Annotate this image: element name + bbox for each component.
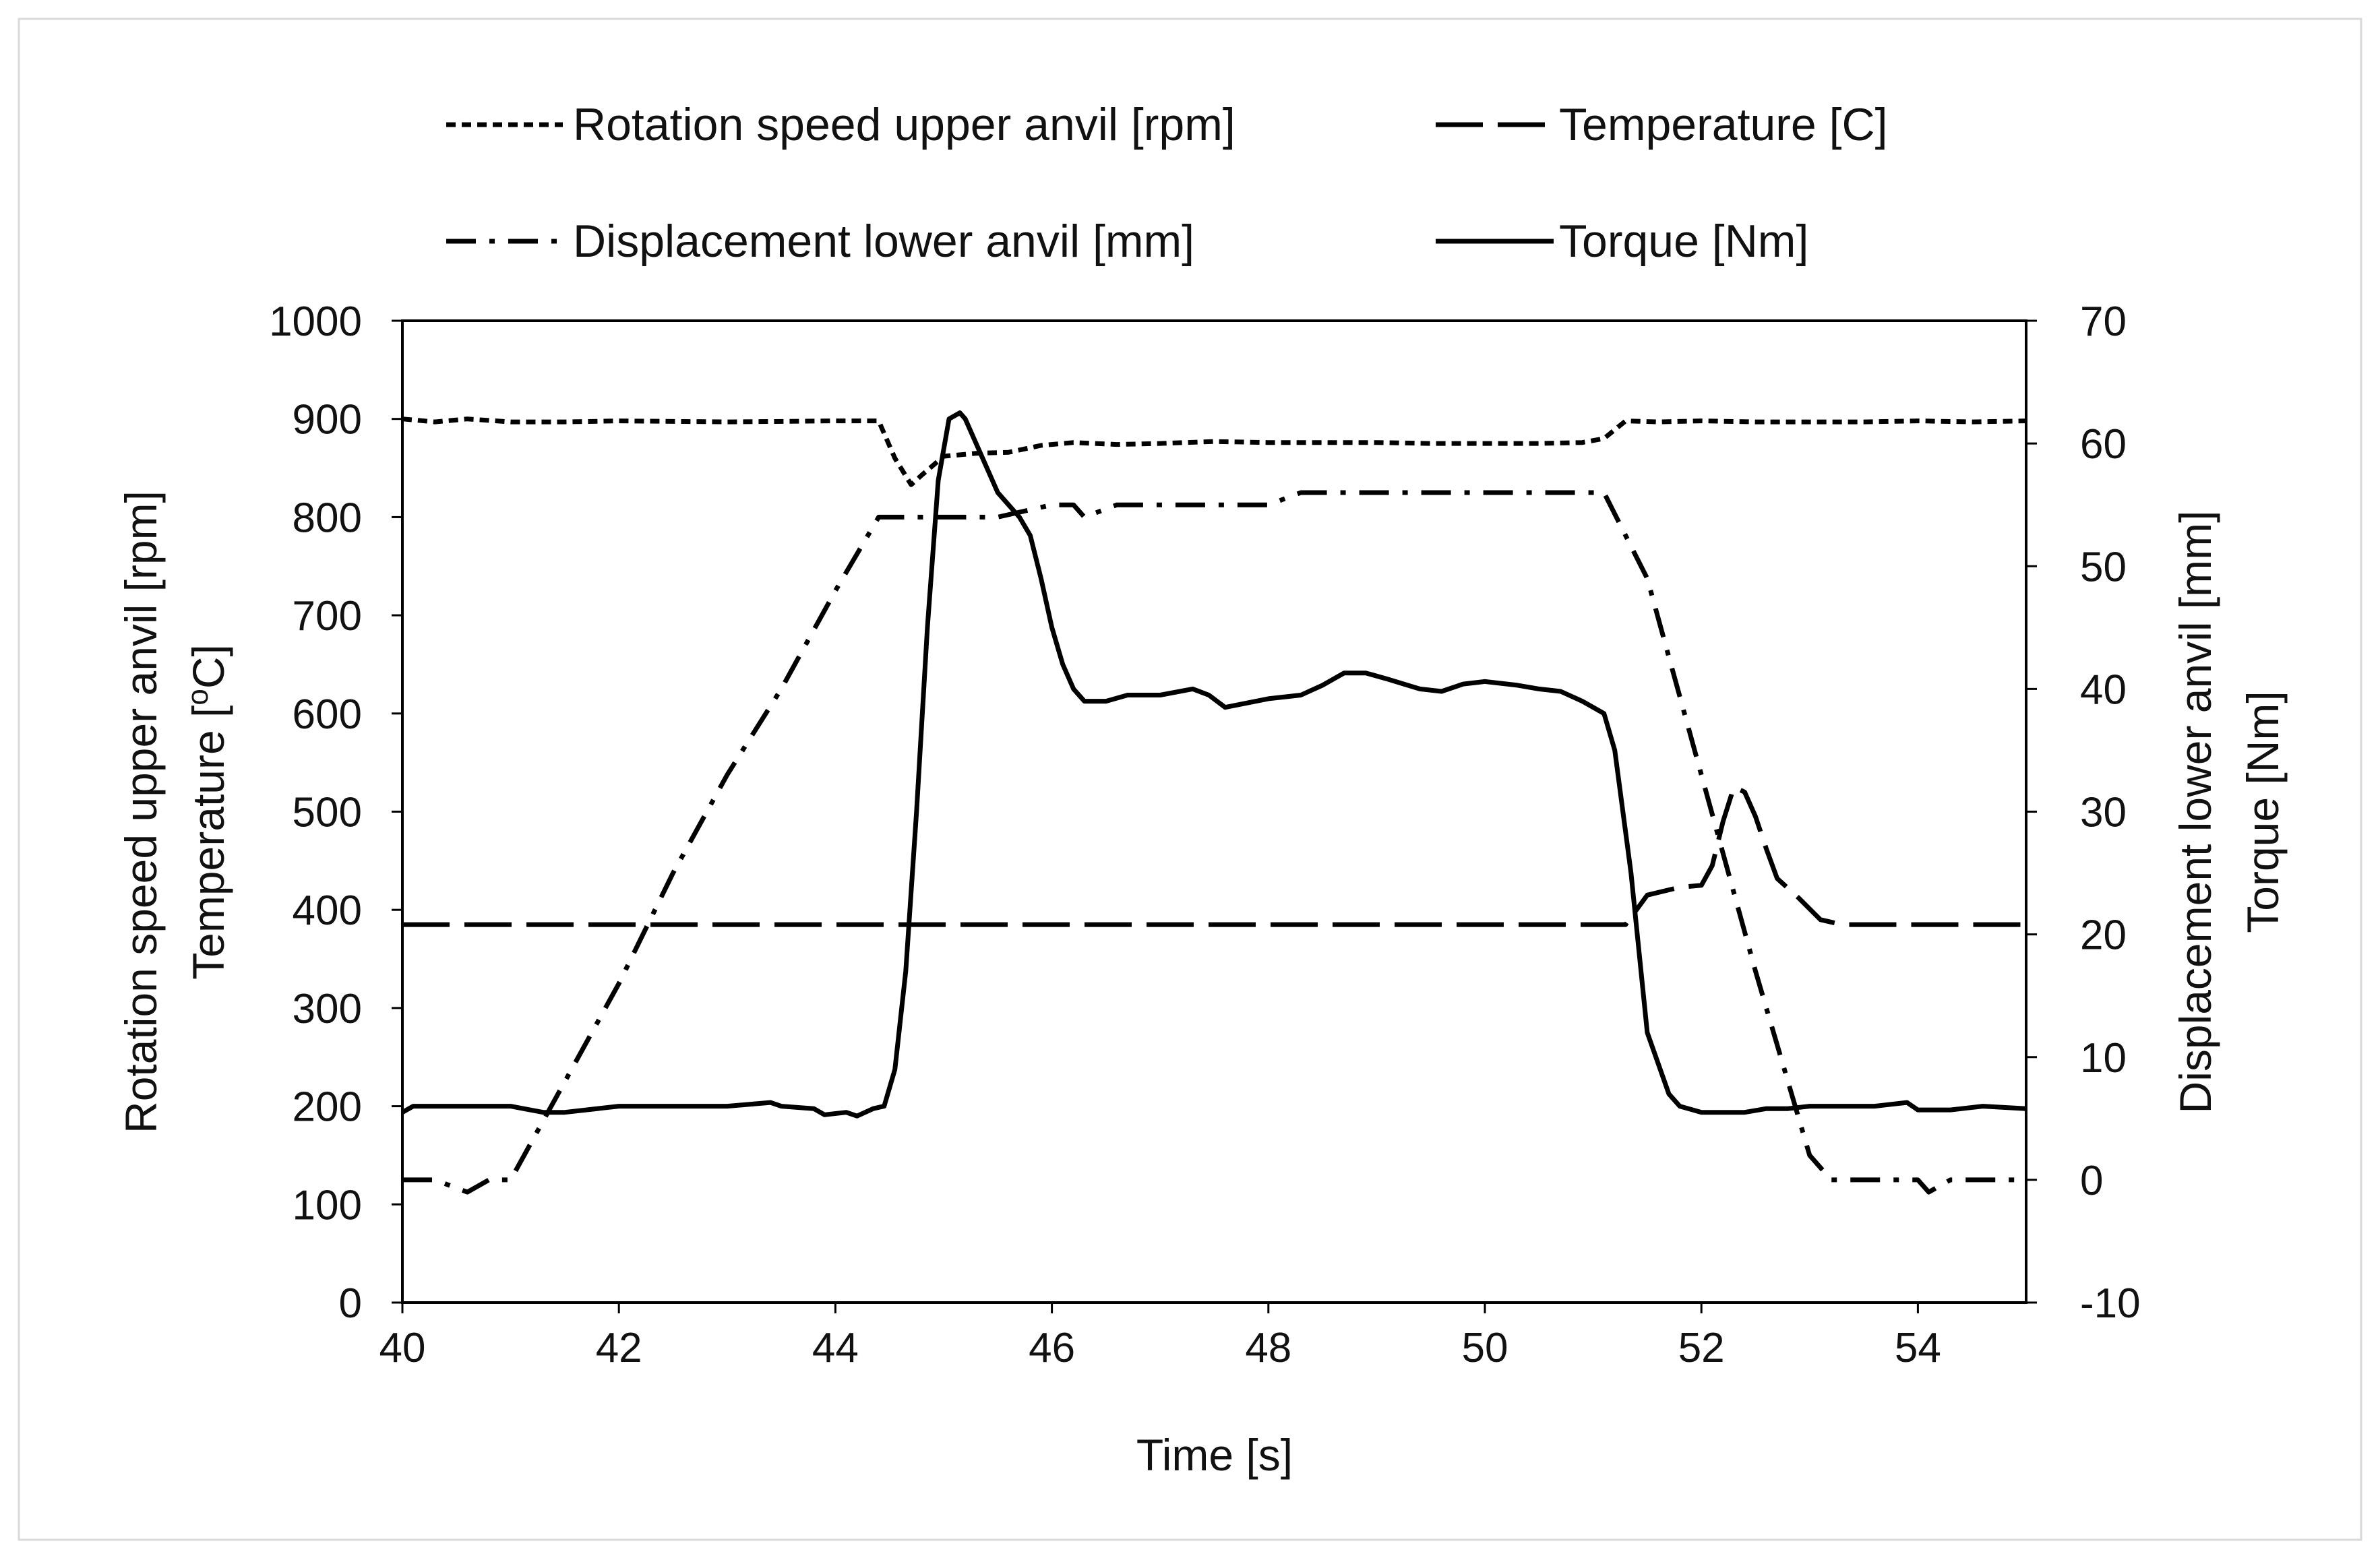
legend-label-rotation-speed: Rotation speed upper anvil [rpm] bbox=[573, 99, 1235, 150]
y-left-tick-label: 1000 bbox=[269, 299, 362, 345]
y-left-axis-title-line2: Temperature [oC] bbox=[181, 644, 234, 980]
series-line-temperature bbox=[402, 784, 2026, 927]
y-right-tick-label: 70 bbox=[2080, 299, 2127, 345]
series-line-torque bbox=[401, 410, 2027, 1119]
y-left-tick-label: 800 bbox=[293, 495, 362, 541]
x-tick-label: 48 bbox=[1245, 1325, 1291, 1371]
x-tick-label: 40 bbox=[379, 1325, 426, 1371]
y-right-axis-title-line1: Displacement lower anvil [mm] bbox=[2170, 511, 2220, 1114]
x-axis-title: Time [s] bbox=[1136, 1430, 1293, 1480]
y-left-tick-label: 200 bbox=[293, 1084, 362, 1131]
y-right-tick-label: 20 bbox=[2080, 912, 2127, 959]
figure-frame bbox=[18, 18, 2362, 1541]
y-right-tick-label: 40 bbox=[2080, 666, 2127, 713]
y-left-axis-title-line1: Rotation speed upper anvil [rpm] bbox=[116, 491, 166, 1133]
y-left-axis-ticks: 0 100 200 300 400 500 600 700 800 900 1000 bbox=[269, 299, 402, 1327]
x-tick-label: 42 bbox=[596, 1325, 642, 1371]
series-line-rotation-speed bbox=[402, 416, 2027, 487]
x-tick-label: 44 bbox=[812, 1325, 859, 1371]
y-right-tick-label: 30 bbox=[2080, 790, 2127, 836]
y-left-tick-label: 400 bbox=[293, 887, 362, 934]
y-left-tick-label: 700 bbox=[293, 593, 362, 639]
y-right-tick-label: 0 bbox=[2080, 1158, 2103, 1204]
y-right-axis-title-line2: Torque [Nm] bbox=[2238, 691, 2288, 933]
x-tick-label: 54 bbox=[1895, 1325, 1941, 1371]
y-right-tick-label: 10 bbox=[2080, 1035, 2127, 1082]
series-lines bbox=[401, 410, 2027, 1195]
y-right-tick-label: -10 bbox=[2080, 1280, 2141, 1327]
legend-label-displacement: Displacement lower anvil [mm] bbox=[573, 216, 1194, 267]
x-tick-label: 46 bbox=[1029, 1325, 1075, 1371]
y-left-tick-label: 300 bbox=[293, 986, 362, 1032]
temperature-label-degree: o bbox=[181, 689, 214, 705]
y-right-axis-ticks: -10 0 10 20 30 40 50 60 70 bbox=[2026, 299, 2141, 1327]
x-tick-label: 50 bbox=[1462, 1325, 1508, 1371]
y-left-tick-label: 900 bbox=[293, 397, 362, 443]
legend-label-torque: Torque [Nm] bbox=[1559, 216, 1808, 267]
y-left-tick-label: 100 bbox=[293, 1182, 362, 1228]
legend-label-temperature: Temperature [C] bbox=[1559, 99, 1888, 150]
y-right-tick-label: 50 bbox=[2080, 544, 2127, 590]
y-left-tick-label: 0 bbox=[339, 1280, 362, 1327]
x-tick-label: 52 bbox=[1678, 1325, 1725, 1371]
series-line-displacement bbox=[402, 490, 2026, 1195]
temperature-label-prefix: Temperature [ bbox=[183, 706, 233, 980]
x-axis-ticks: 40 42 44 46 48 50 52 54 bbox=[379, 1303, 1941, 1371]
legend: Rotation speed upper anvil [rpm] Tempera… bbox=[446, 99, 1888, 267]
temperature-label-suffix: C] bbox=[183, 644, 233, 689]
y-left-tick-label: 600 bbox=[293, 691, 362, 738]
y-right-tick-label: 60 bbox=[2080, 421, 2127, 468]
y-left-tick-label: 500 bbox=[293, 790, 362, 836]
